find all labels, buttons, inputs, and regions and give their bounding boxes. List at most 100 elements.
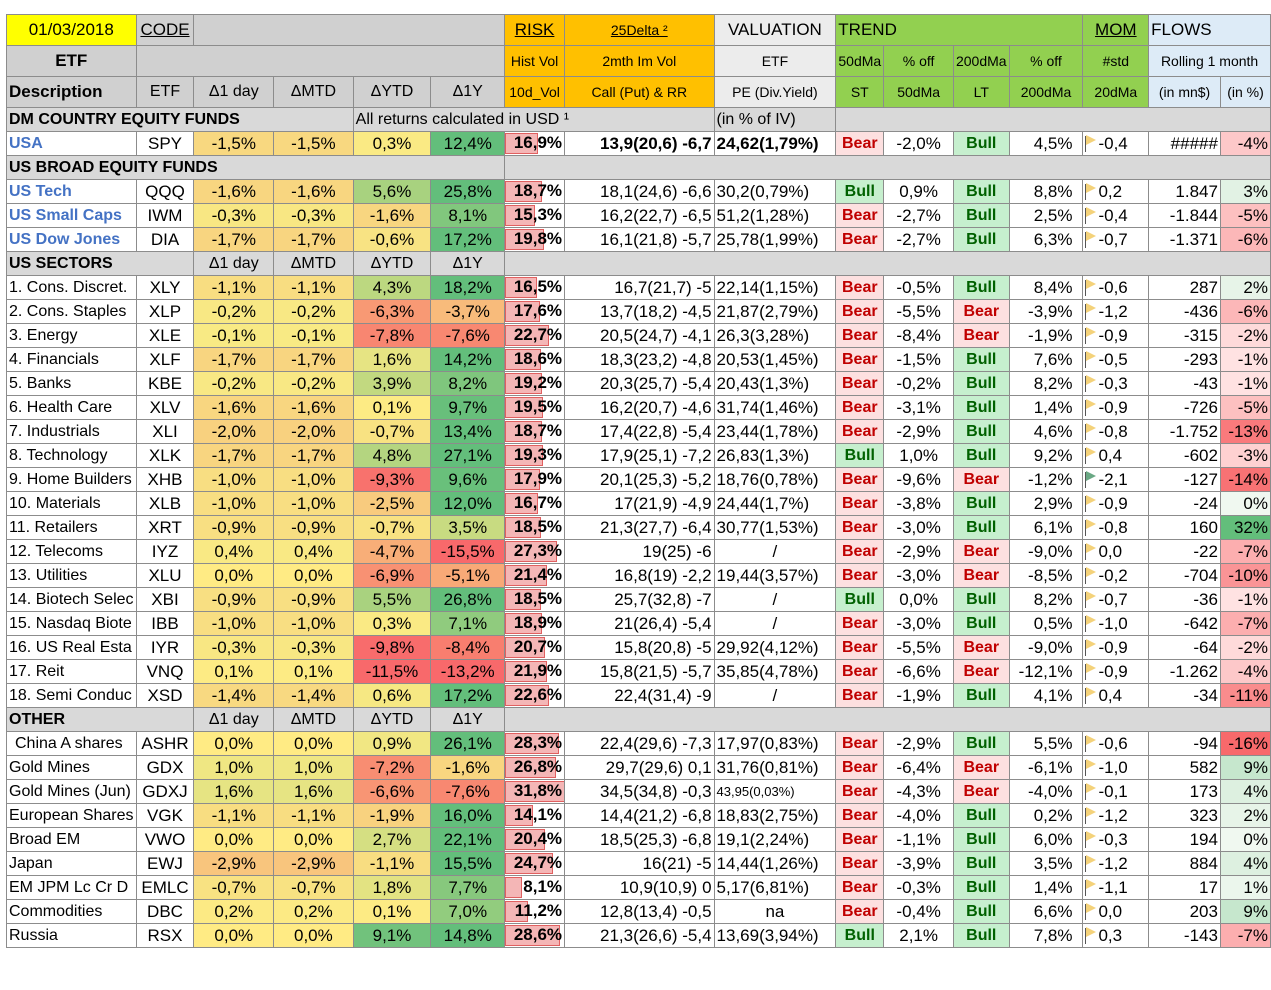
momentum-cell: -0,1: [1082, 779, 1150, 804]
hist-vol-value: 8,1%: [523, 877, 563, 896]
flag-icon: [1086, 614, 1097, 625]
trend-lt: Bull: [952, 827, 1010, 852]
off-50dma: -4,0%: [883, 803, 954, 828]
flag-icon: [1086, 734, 1097, 745]
flag-icon: [1086, 854, 1097, 865]
pe-div-yield: 19,44(3,57%): [713, 563, 837, 588]
return-d1: -2,9%: [193, 851, 275, 876]
call-put-rr: 17,9(25,1) -7,2: [564, 443, 715, 468]
flow-pct: -7%: [1219, 611, 1271, 636]
off-50dma: -0,2%: [883, 371, 954, 396]
off-50dma: -2,9%: [883, 539, 954, 564]
trend-st: Bear: [835, 755, 885, 780]
flow-pct: 0%: [1219, 491, 1271, 516]
etf-code: KBE: [135, 371, 195, 396]
hist-vol-value: 28,6%: [513, 925, 563, 944]
flag-icon: [1085, 232, 1087, 249]
call-put-rr: 17(21,9) -4,9: [564, 491, 715, 516]
trend-st: Bear: [835, 467, 885, 492]
return-d1: 0,2%: [193, 899, 275, 924]
subheader-y1: Δ1Y: [430, 251, 506, 276]
pe-div-yield: /: [713, 683, 837, 708]
etf-code: VNQ: [135, 659, 195, 684]
d1y-header: Δ1Y: [430, 76, 506, 108]
flag-icon: [1086, 134, 1097, 145]
flow-mn: -143: [1148, 923, 1221, 948]
section-header: DM COUNTRY EQUITY FUNDS All returns calcu…: [6, 107, 1271, 132]
hist-vol-cell: 19,5%: [504, 395, 566, 420]
trend-lt: Bear: [952, 467, 1010, 492]
return-mtd: 0,0%: [273, 731, 354, 756]
trend-lt: Bear: [952, 779, 1010, 804]
flow-pct: 0%: [1219, 827, 1271, 852]
return-y1: 9,7%: [430, 395, 506, 420]
off-200dma: 1,4%: [1008, 395, 1084, 420]
fund-description[interactable]: USA: [6, 131, 137, 156]
pe-div-yield: na: [713, 899, 837, 924]
pe-div-yield: 20,43(1,3%): [713, 371, 837, 396]
table-row: 14. Biotech Selec XBI -0,9% -0,9% 5,5% 26,8% 1…: [6, 587, 1271, 612]
flow-mn: -43: [1148, 371, 1221, 396]
etf-code: XBI: [135, 587, 195, 612]
call-put-rr: 16(21) -5: [564, 851, 715, 876]
return-ytd: -11,5%: [352, 659, 432, 684]
off-200dma: 8,2%: [1008, 371, 1084, 396]
return-mtd: -1,6%: [273, 395, 354, 420]
flag-icon: [1086, 278, 1097, 289]
header-row-2: ETF Hist Vol 2mth Im Vol ETF 50dMa % off…: [6, 45, 1271, 77]
off-50dma: -0,4%: [883, 899, 954, 924]
flow-mn: -704: [1148, 563, 1221, 588]
fund-description: Broad EM: [6, 827, 137, 852]
hist-vol-cell: 28,6%: [504, 923, 566, 948]
flow-pct: -1%: [1219, 587, 1271, 612]
flag-icon: [1085, 832, 1087, 849]
return-y1: 25,8%: [430, 179, 506, 204]
off-200dma: 5,5%: [1008, 731, 1084, 756]
momentum-cell: -2,1: [1082, 467, 1150, 492]
hist-vol-cell: 17,6%: [504, 299, 566, 324]
flag-icon: [1085, 664, 1087, 681]
flag-icon: [1086, 206, 1097, 217]
call-put-rr: 16,7(21,7) -5: [564, 275, 715, 300]
flow-mn: -436: [1148, 299, 1221, 324]
return-d1: -1,1%: [193, 275, 275, 300]
off-200dma: -3,9%: [1008, 299, 1084, 324]
etf-code: SPY: [135, 131, 195, 156]
trend-st: Bear: [835, 779, 885, 804]
hist-vol-bar: [505, 733, 560, 754]
off-200dma: -8,5%: [1008, 563, 1084, 588]
off-200dma: 0,2%: [1008, 803, 1084, 828]
flag-icon: [1085, 784, 1087, 801]
hist-vol-value: 16,9%: [513, 133, 563, 152]
fund-description[interactable]: US Dow Jones: [6, 227, 137, 252]
table-row: USA SPY -1,5% -1,5% 0,3% 12,4% 16,9% 13,9(20,6)…: [6, 131, 1271, 156]
momentum-cell: -0,5: [1082, 347, 1150, 372]
momentum-cell: -1,2: [1082, 851, 1150, 876]
etf-dashboard-table: 01/03/2018 CODE RISK 25Delta ² VALUATION…: [5, 14, 1271, 948]
hist-vol-value: 18,9%: [513, 613, 563, 632]
off-50dma: -3,1%: [883, 395, 954, 420]
hist-vol-bar: [505, 637, 546, 658]
flag-icon: [1086, 470, 1097, 481]
flag-icon: [1086, 566, 1097, 577]
hist-vol-bar: [505, 757, 557, 778]
fund-description[interactable]: US Small Caps: [6, 203, 137, 228]
fund-description[interactable]: US Tech: [6, 179, 137, 204]
return-ytd: 5,5%: [352, 587, 432, 612]
report-date: 01/03/2018: [6, 14, 137, 46]
return-d1: -0,7%: [193, 875, 275, 900]
lt-header: LT: [952, 76, 1010, 108]
trend-st: Bear: [835, 395, 885, 420]
off-200dma: 4,5%: [1008, 131, 1084, 156]
flag-icon: [1086, 686, 1097, 697]
table-row: US Small Caps IWM -0,3% -0,3% -1,6% 8,1% 15,3%…: [6, 203, 1271, 228]
call-put-rr: 16,8(19) -2,2: [564, 563, 715, 588]
hist-vol-bar: [505, 781, 564, 802]
return-y1: 16,0%: [430, 803, 506, 828]
trend-st: Bear: [835, 275, 885, 300]
table-row: 8. Technology XLK -1,7% -1,7% 4,8% 27,1% 19,3%…: [6, 443, 1271, 468]
call-put-rr: 12,8(13,4) -0,5: [564, 899, 715, 924]
fund-description: 1. Cons. Discret.: [6, 275, 137, 300]
flow-mn: -22: [1148, 539, 1221, 564]
return-ytd: 0,1%: [352, 899, 432, 924]
